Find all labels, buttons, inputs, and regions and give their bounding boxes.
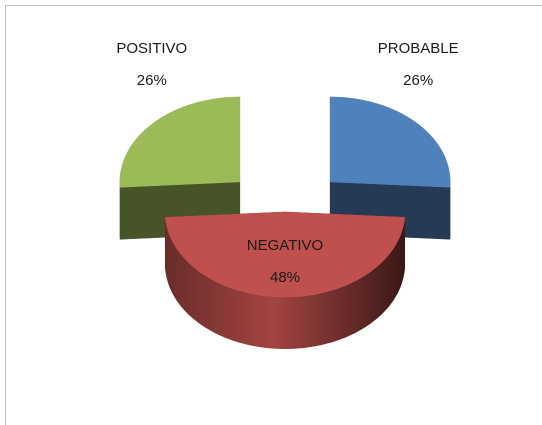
slice-label: NEGATIVO	[247, 237, 323, 254]
slice-value-label: 26%	[403, 72, 433, 89]
slice-label: POSITIVO	[116, 40, 187, 57]
slice-value-label: 48%	[270, 269, 300, 286]
pie-slice	[329, 96, 451, 188]
slice-value-label: 26%	[137, 72, 167, 89]
pie-slice	[164, 211, 406, 298]
pie-slice	[119, 96, 241, 188]
slice-label: PROBABLE	[378, 40, 459, 57]
slice-side	[165, 217, 405, 349]
